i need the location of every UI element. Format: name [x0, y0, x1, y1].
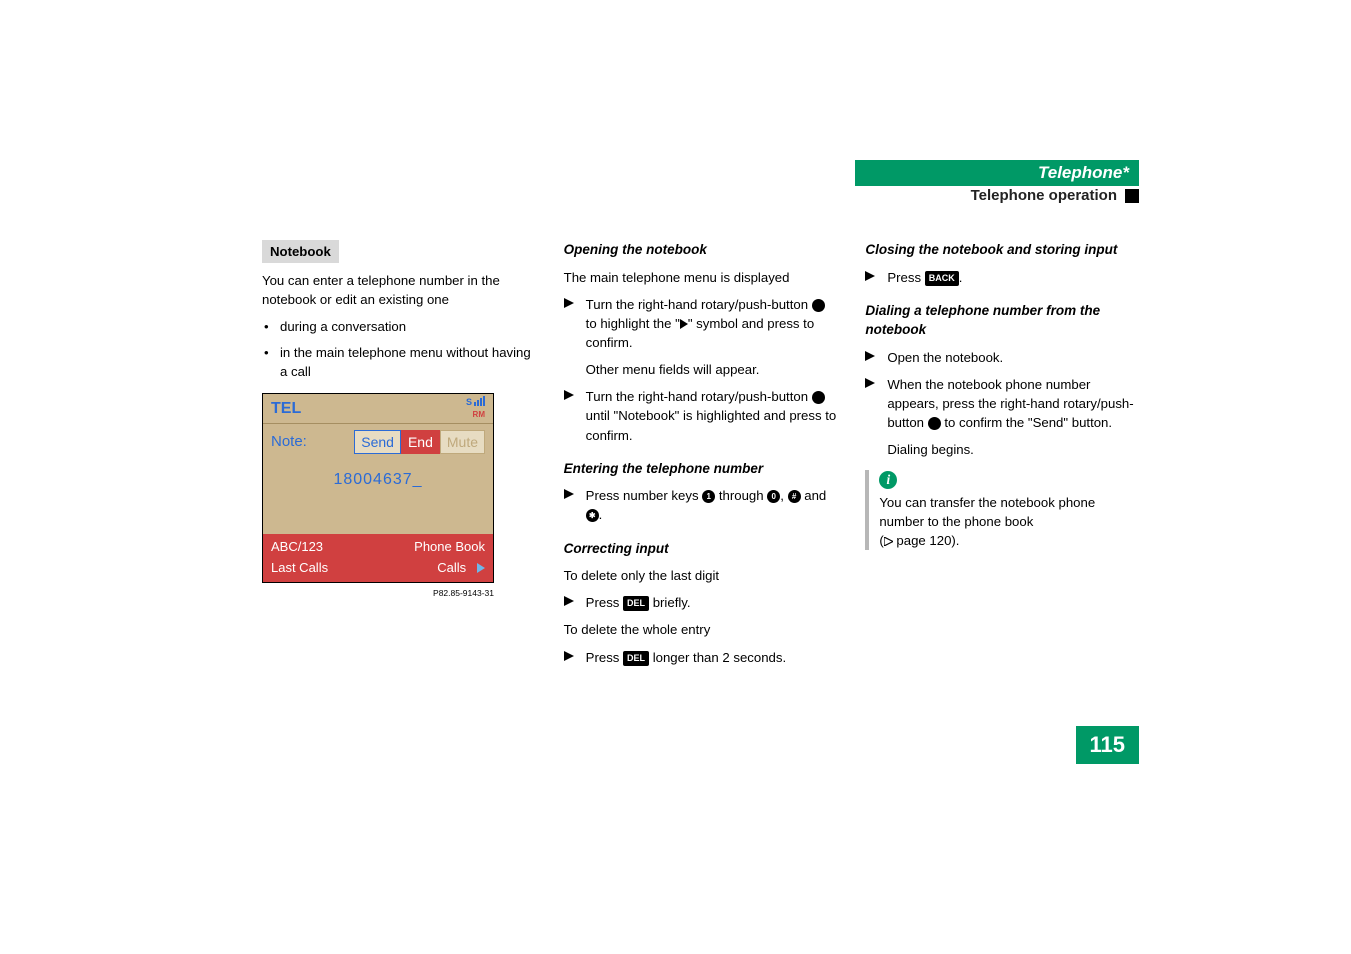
screen-header: TEL S RM [263, 394, 493, 424]
step-arrow-icon [564, 596, 574, 606]
subheading: Opening the notebook [564, 240, 838, 260]
subheading: Closing the notebook and storing input [865, 240, 1139, 260]
right-triangle-icon [680, 319, 688, 329]
rotary-knob-icon [812, 391, 825, 404]
key-star-icon: ✱ [586, 509, 599, 522]
step-arrow-icon [865, 351, 875, 361]
signal-bars-icon [474, 396, 485, 406]
body-text: To delete the whole entry [564, 620, 838, 639]
send-button[interactable]: Send [354, 430, 401, 454]
intro-text: You can enter a telephone number in the … [262, 271, 536, 309]
body-text: The main telephone menu is displayed [564, 268, 838, 287]
abc-123-item[interactable]: ABC/123 [271, 538, 328, 557]
step-item: Press DEL briefly. [564, 593, 838, 612]
subheading: Entering the telephone number [564, 459, 838, 479]
bullet-item: in the main telephone menu without havin… [262, 343, 536, 381]
calls-item[interactable]: Calls [414, 559, 485, 578]
note-row: Note: Send End Mute [271, 430, 485, 454]
phone-screen: TEL S RM Note: Send End [262, 393, 494, 583]
rotary-knob-icon [812, 299, 825, 312]
step-arrow-icon [564, 489, 574, 499]
step-item: Turn the right-hand rotary/push-button u… [564, 387, 838, 444]
screen-footer: ABC/123 Last Calls Phone Book Calls [263, 534, 493, 582]
section-mark-icon [1125, 189, 1139, 203]
step-item: Turn the right-hand rotary/push-button t… [564, 295, 838, 352]
image-caption: P82.85-9143-31 [262, 587, 494, 599]
chapter-title: Telephone* [1038, 163, 1129, 183]
phone-book-item[interactable]: Phone Book [414, 538, 485, 557]
info-icon: i [879, 471, 897, 489]
entered-number: 18004637_ [271, 468, 485, 491]
step-arrow-icon [564, 298, 574, 308]
step-item: Open the notebook. [865, 348, 1139, 367]
column-3: Closing the notebook and storing input P… [865, 240, 1139, 675]
body-text: To delete only the last digit [564, 566, 838, 585]
key-0-icon: 0 [767, 490, 780, 503]
roaming-label: RM [466, 409, 485, 421]
step-arrow-icon [564, 651, 574, 661]
back-key-icon: BACK [925, 271, 959, 286]
step-arrow-icon [865, 378, 875, 388]
step-sub-text: Dialing begins. [865, 440, 1139, 459]
rotary-knob-icon [928, 417, 941, 430]
column-1: Notebook You can enter a telephone numbe… [262, 240, 536, 675]
end-button[interactable]: End [401, 430, 440, 454]
key-hash-icon: # [788, 490, 801, 503]
section-label: Notebook [262, 240, 339, 263]
section-header: Telephone operation [971, 187, 1125, 204]
bullet-item: during a conversation [262, 317, 536, 336]
del-key-icon: DEL [623, 596, 649, 611]
key-1-icon: 1 [702, 490, 715, 503]
info-text: You can transfer the notebook phone numb… [879, 493, 1139, 550]
note-buttons: Send End Mute [354, 430, 485, 454]
del-key-icon: DEL [623, 651, 649, 666]
footer-right: Phone Book Calls [414, 538, 485, 578]
signal-s: S [466, 396, 472, 409]
step-item: Press DEL longer than 2 seconds. [564, 648, 838, 667]
step-arrow-icon [865, 271, 875, 281]
step-item: When the notebook phone number appears, … [865, 375, 1139, 432]
column-2: Opening the notebook The main telephone … [564, 240, 838, 675]
step-item: Press BACK. [865, 268, 1139, 287]
section-header-wrap: Telephone operation [971, 187, 1139, 204]
chapter-header: Telephone* [855, 160, 1139, 186]
content-columns: Notebook You can enter a telephone numbe… [262, 240, 1139, 675]
page-ref-icon [884, 537, 893, 546]
subheading: Dialing a telephone number from the note… [865, 301, 1139, 340]
info-note: i You can transfer the notebook phone nu… [865, 470, 1139, 550]
intro-bullets: during a conversation in the main teleph… [262, 317, 536, 380]
note-label: Note: [271, 431, 307, 453]
subheading: Correcting input [564, 539, 838, 559]
last-calls-item[interactable]: Last Calls [271, 559, 328, 578]
step-item: Press number keys 1 through 0, # and ✱. [564, 486, 838, 524]
step-sub-text: Other menu fields will appear. [564, 360, 838, 379]
right-arrow-icon [477, 563, 485, 573]
screen-body: Note: Send End Mute 18004637_ [263, 424, 493, 534]
mute-button[interactable]: Mute [440, 430, 485, 454]
signal-icon: S RM [466, 396, 485, 421]
footer-left: ABC/123 Last Calls [271, 538, 328, 578]
step-arrow-icon [564, 390, 574, 400]
page-number: 115 [1076, 726, 1140, 764]
screen-title: TEL [271, 397, 301, 420]
